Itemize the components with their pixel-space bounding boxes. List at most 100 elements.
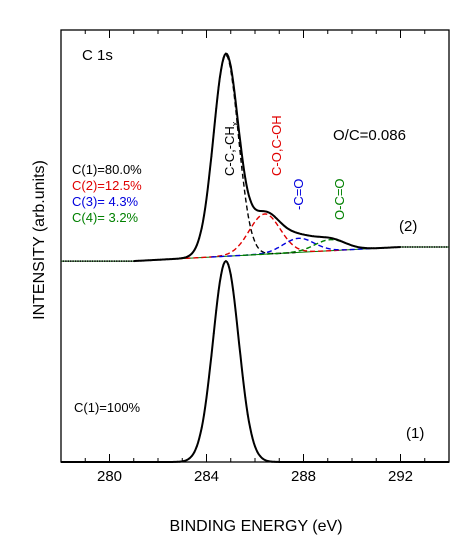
data-point bbox=[67, 260, 70, 262]
data-point bbox=[166, 258, 169, 261]
data-point bbox=[222, 263, 225, 266]
data-point bbox=[402, 246, 404, 248]
data-point bbox=[65, 260, 67, 262]
fraction-spectrum1: C(1)=100% bbox=[74, 400, 141, 415]
data-point bbox=[212, 131, 215, 134]
data-point bbox=[232, 289, 235, 292]
data-point bbox=[377, 247, 380, 250]
data-point bbox=[79, 260, 82, 262]
data-point bbox=[389, 246, 392, 249]
data-point bbox=[326, 236, 329, 239]
data-point bbox=[103, 260, 106, 262]
ratio-label: O/C=0.086 bbox=[333, 127, 406, 144]
data-point bbox=[348, 243, 351, 246]
data-point bbox=[360, 246, 363, 249]
data-point bbox=[266, 210, 268, 213]
data-point bbox=[227, 263, 230, 266]
data-point bbox=[62, 260, 65, 262]
data-point bbox=[259, 454, 261, 457]
data-point bbox=[375, 247, 378, 250]
data-point bbox=[210, 355, 213, 357]
spectrum2-label: (2) bbox=[399, 218, 417, 235]
component-fit-C(1) bbox=[156, 54, 296, 261]
data-point bbox=[215, 309, 218, 312]
data-point bbox=[443, 246, 446, 248]
data-point bbox=[285, 226, 288, 229]
data-point bbox=[186, 255, 189, 258]
data-point bbox=[353, 245, 356, 248]
data-point bbox=[266, 459, 268, 462]
plot-frame bbox=[60, 29, 450, 463]
data-point bbox=[239, 142, 242, 145]
data-point bbox=[263, 459, 266, 461]
data-point bbox=[331, 237, 334, 240]
data-point bbox=[343, 241, 346, 244]
data-point bbox=[440, 246, 443, 248]
data-point bbox=[341, 240, 344, 243]
data-point bbox=[178, 257, 181, 260]
data-point bbox=[72, 260, 74, 262]
data-point bbox=[397, 246, 399, 249]
data-point bbox=[91, 260, 94, 262]
data-point bbox=[98, 260, 101, 262]
data-point bbox=[217, 289, 220, 292]
data-point bbox=[290, 229, 293, 232]
peak-label: C 1s bbox=[82, 47, 113, 64]
data-point bbox=[312, 235, 315, 238]
fraction-c1: C(1)=80.0% bbox=[72, 162, 142, 177]
fraction-c4: C(4)= 3.2% bbox=[72, 210, 139, 225]
data-point bbox=[237, 332, 239, 334]
data-point bbox=[438, 246, 441, 248]
data-point bbox=[101, 260, 104, 262]
data-point bbox=[261, 457, 264, 460]
data-point bbox=[358, 246, 361, 249]
data-point bbox=[421, 246, 424, 248]
data-point bbox=[280, 222, 283, 225]
data-point bbox=[212, 332, 215, 334]
data-point bbox=[205, 396, 208, 399]
data-point bbox=[394, 246, 397, 249]
data-point bbox=[385, 246, 387, 249]
data-point bbox=[193, 451, 196, 453]
data-point bbox=[263, 210, 266, 213]
data-point bbox=[183, 256, 186, 259]
data-point bbox=[339, 239, 341, 242]
data-point bbox=[300, 233, 302, 235]
data-point bbox=[411, 246, 414, 248]
data-point bbox=[193, 249, 196, 252]
data-point bbox=[222, 57, 225, 59]
data-point bbox=[188, 457, 191, 460]
data-point bbox=[399, 246, 402, 248]
data-point bbox=[346, 242, 349, 245]
data-point bbox=[275, 217, 278, 220]
data-point bbox=[271, 213, 273, 216]
data-point bbox=[261, 210, 264, 213]
data-point bbox=[94, 260, 96, 262]
data-point bbox=[244, 177, 247, 180]
data-point bbox=[203, 214, 206, 217]
data-point bbox=[69, 260, 72, 262]
comp1-label: C-C,-CHx bbox=[222, 121, 240, 176]
data-point bbox=[404, 246, 407, 248]
data-point bbox=[89, 260, 91, 262]
data-point bbox=[164, 258, 167, 261]
data-point bbox=[288, 228, 290, 231]
data-point bbox=[254, 445, 256, 448]
data-point bbox=[130, 260, 133, 262]
x-tick-label: 284 bbox=[194, 468, 219, 485]
data-point bbox=[426, 246, 429, 248]
data-point bbox=[203, 413, 206, 416]
data-point bbox=[428, 246, 431, 248]
data-point bbox=[123, 260, 125, 262]
data-point bbox=[302, 233, 305, 236]
data-point bbox=[297, 232, 300, 235]
data-point bbox=[382, 247, 385, 249]
data-point bbox=[198, 437, 201, 440]
data-point bbox=[191, 252, 193, 255]
data-point bbox=[220, 68, 223, 71]
component-fit-C(4) bbox=[242, 238, 400, 256]
data-point bbox=[259, 210, 261, 212]
data-point bbox=[86, 260, 89, 262]
data-point bbox=[120, 260, 123, 262]
data-point bbox=[111, 260, 113, 262]
